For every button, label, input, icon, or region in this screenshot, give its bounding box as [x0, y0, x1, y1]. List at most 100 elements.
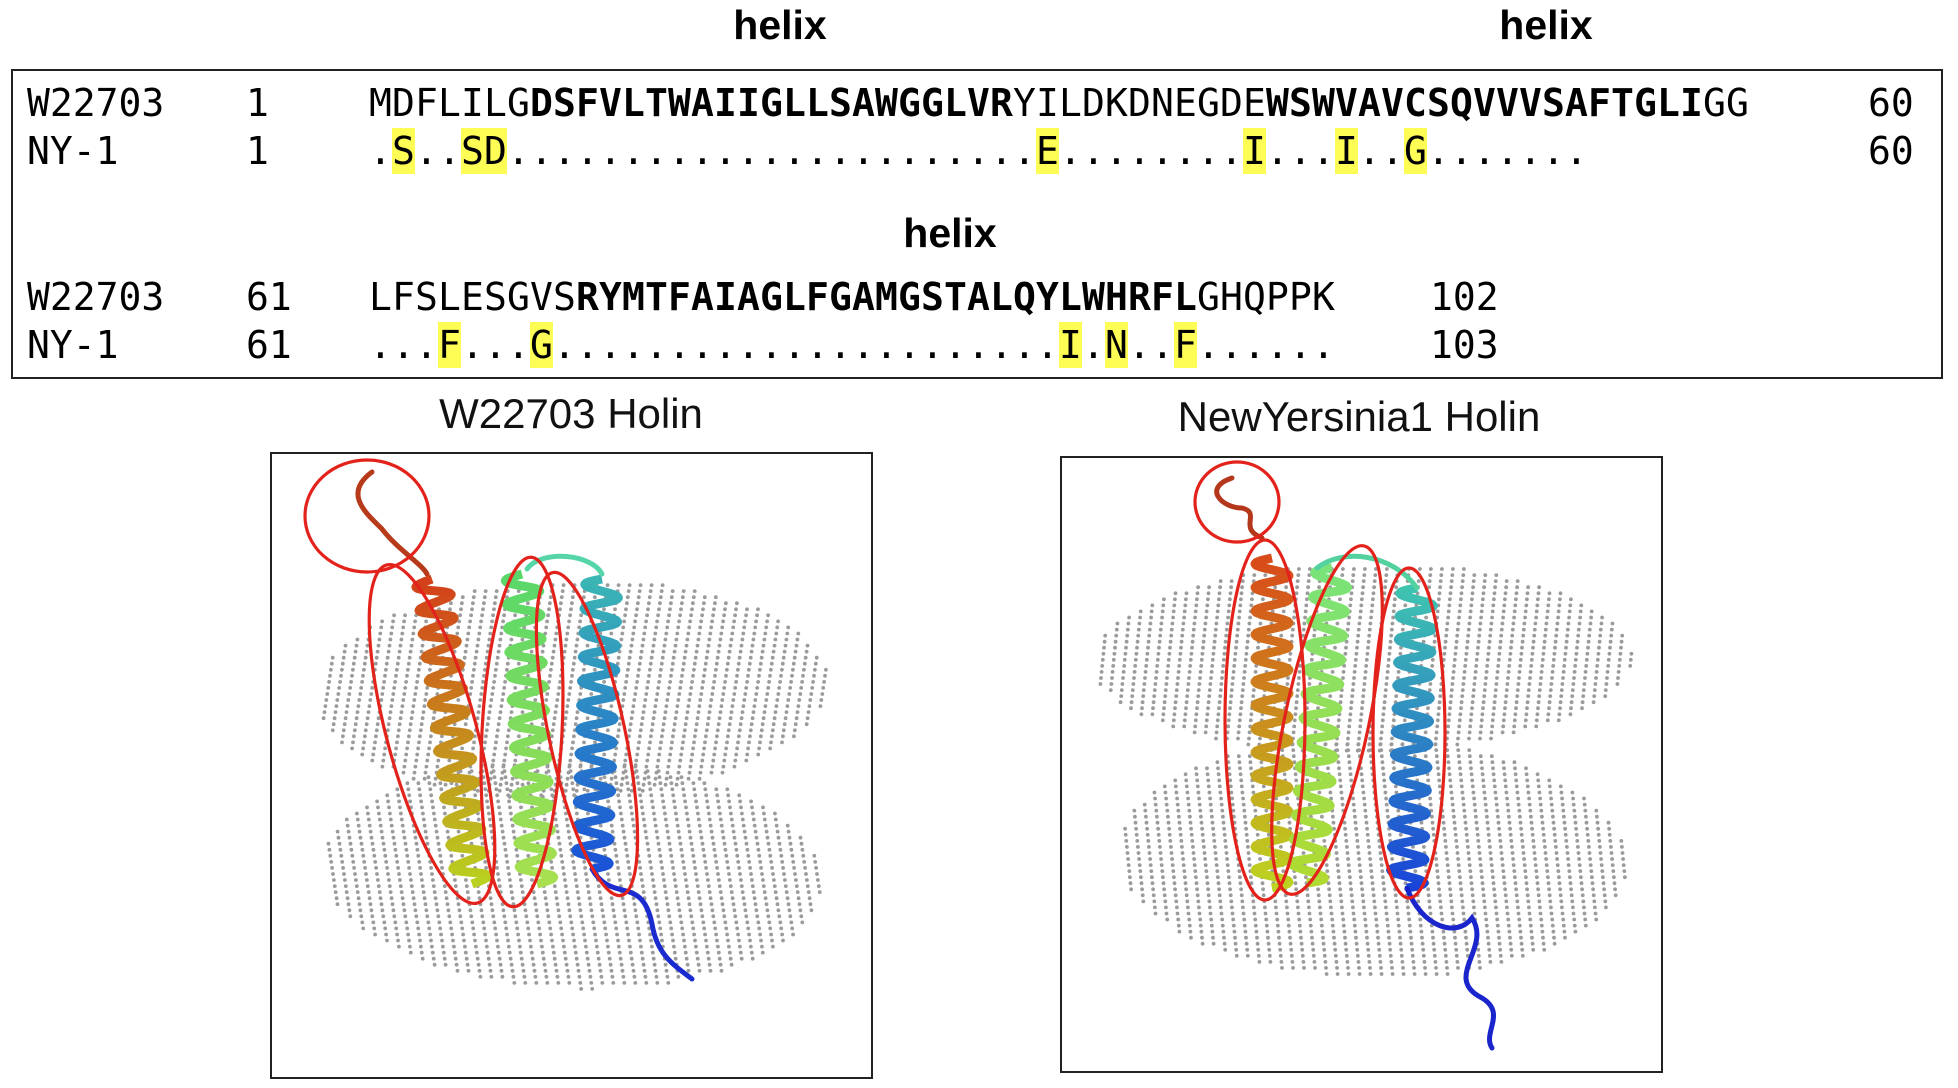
c-terminal-tail: [1404, 885, 1496, 1051]
query-start-block2: 61: [246, 323, 292, 367]
circle-helix-1: [1223, 538, 1307, 902]
query-name-block2: NY-1: [27, 323, 119, 367]
identical-residue: .: [645, 323, 668, 367]
identical-residue: .: [1427, 129, 1450, 173]
ref-name-block2: W22703: [27, 275, 165, 319]
identical-residue: .: [1059, 129, 1082, 173]
circle-helix-2: [479, 555, 565, 909]
identical-residue: .: [829, 323, 852, 367]
identical-residue: .: [829, 129, 852, 173]
ref-start-block2: 61: [246, 275, 292, 319]
substitution-residue: I: [1059, 322, 1082, 368]
identical-residue: .: [1289, 129, 1312, 173]
circle-helix-2: [1270, 544, 1384, 896]
helix-segment: RYMTFAIAGLFGAMGSTALQYLWHRFL: [576, 275, 1197, 319]
identical-residue: .: [1220, 129, 1243, 173]
identical-residue: .: [691, 129, 714, 173]
ref-sequence-block2: LFSLESGVSRYMTFAIAGLFGAMGSTALQYLWHRFLGHQP…: [369, 274, 1335, 320]
identical-residue: .: [990, 323, 1013, 367]
helix-3: [1386, 583, 1438, 893]
identical-residue: .: [760, 129, 783, 173]
identical-residue: .: [415, 323, 438, 367]
circle-helix-3: [1371, 566, 1447, 900]
identical-residue: .: [691, 323, 714, 367]
identical-residue: .: [714, 323, 737, 367]
substitution-residue: E: [1036, 128, 1059, 174]
panel-title-w22703: W22703 Holin: [439, 390, 703, 437]
sequence-segment: LFSLESGVS: [369, 275, 576, 319]
helix-segment: DSFVLTWAIIGLLSAWGGLVR: [530, 81, 1013, 125]
ref-end-block1: 60: [1868, 81, 1914, 125]
identical-residue: .: [737, 323, 760, 367]
query-end-block1: 60: [1868, 129, 1914, 173]
identical-residue: .: [392, 323, 415, 367]
identical-residue: .: [461, 323, 484, 367]
substitution-residue: G: [530, 322, 553, 368]
identical-residue: .: [1220, 323, 1243, 367]
membrane-upper: [1098, 567, 1634, 753]
identical-residue: .: [1289, 323, 1312, 367]
loop-2-3: [524, 553, 605, 577]
identical-residue: .: [806, 323, 829, 367]
substitution-residue: S: [461, 128, 484, 174]
identical-residue: .: [1358, 129, 1381, 173]
query-end-block2: 103: [1430, 323, 1499, 367]
identical-residue: .: [1519, 129, 1542, 173]
identical-residue: .: [875, 323, 898, 367]
identical-residue: .: [369, 129, 392, 173]
identical-residue: .: [852, 129, 875, 173]
helix-1: [411, 574, 493, 889]
helix-label-1: helix: [733, 2, 827, 48]
sequence-segment: GG: [1703, 81, 1749, 125]
identical-residue: .: [1312, 323, 1335, 367]
holin-structure-w22703: [303, 458, 828, 991]
identical-residue: .: [783, 323, 806, 367]
substitution-residue: S: [392, 128, 415, 174]
identical-residue: .: [1036, 323, 1059, 367]
identical-residue: .: [1105, 129, 1128, 173]
identical-residue: .: [1197, 323, 1220, 367]
substitution-residue: G: [1404, 128, 1427, 174]
helix-3: [571, 574, 623, 874]
substitution-residue: I: [1335, 128, 1358, 174]
identical-residue: .: [783, 129, 806, 173]
structure-panel-newyersinia1: [1060, 456, 1663, 1073]
identical-residue: .: [415, 129, 438, 173]
identical-residue: .: [1013, 129, 1036, 173]
identical-residue: .: [967, 129, 990, 173]
identical-residue: .: [576, 323, 599, 367]
identical-residue: .: [1450, 129, 1473, 173]
identical-residue: .: [1496, 129, 1519, 173]
circle-helix-3: [534, 570, 640, 898]
identical-residue: .: [530, 129, 553, 173]
ref-end-block2: 102: [1430, 275, 1499, 319]
circle-n-terminus: [303, 458, 431, 574]
identical-residue: .: [599, 323, 622, 367]
identical-residue: .: [944, 129, 967, 173]
panel-title-newyersinia1: NewYersinia1 Holin: [1177, 393, 1541, 440]
identical-residue: .: [369, 323, 392, 367]
identical-residue: .: [1312, 129, 1335, 173]
identical-residue: .: [760, 323, 783, 367]
identical-residue: .: [553, 129, 576, 173]
n-terminal-loop: [1214, 475, 1265, 541]
identical-residue: .: [507, 129, 530, 173]
identical-residue: .: [1381, 129, 1404, 173]
helix-1: [1250, 553, 1294, 893]
identical-residue: .: [645, 129, 668, 173]
identical-residue: .: [1013, 323, 1036, 367]
helix-label-3: helix: [903, 210, 997, 256]
identical-residue: .: [1266, 323, 1289, 367]
substitution-residue: D: [484, 128, 507, 174]
query-start-block1: 1: [246, 129, 269, 173]
identical-residue: .: [1128, 129, 1151, 173]
loop-2-3: [1314, 553, 1420, 591]
identical-residue: .: [737, 129, 760, 173]
identical-residue: .: [1174, 129, 1197, 173]
query-name-block1: NY-1: [27, 129, 119, 173]
substitution-residue: I: [1243, 128, 1266, 174]
identical-residue: .: [438, 129, 461, 173]
sequence-segment: GHQPPK: [1197, 275, 1335, 319]
circle-helix-1: [367, 562, 497, 906]
identical-residue: .: [1542, 129, 1565, 173]
